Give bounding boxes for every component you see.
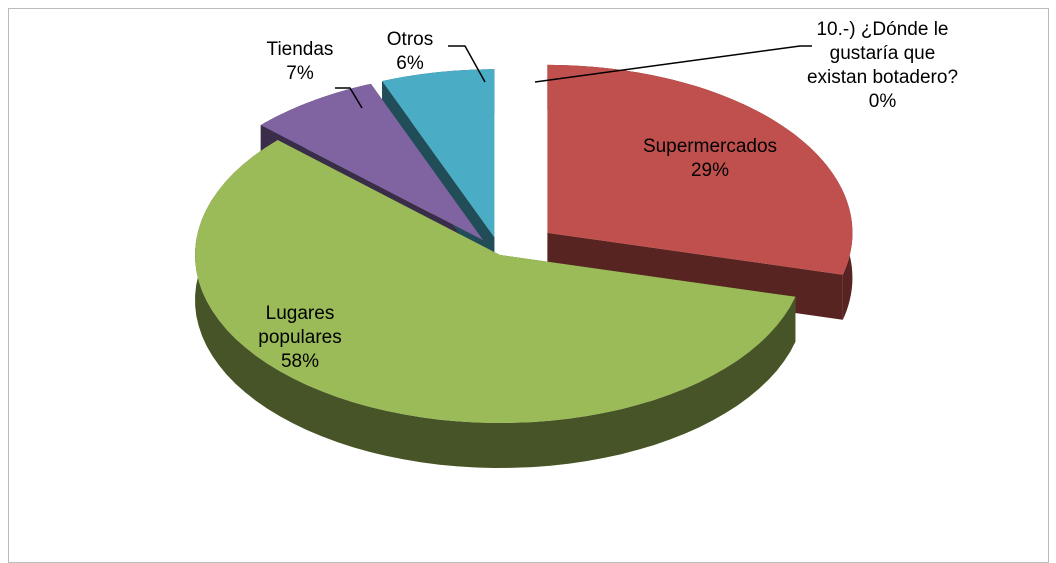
leader-line (534, 45, 812, 83)
slice (195, 140, 796, 423)
slice (547, 64, 853, 275)
value-label: 6% (396, 53, 424, 74)
value-label: 7% (286, 63, 314, 84)
slice (382, 69, 495, 238)
leader-line (448, 45, 486, 83)
category-name: Lugares populares (258, 303, 342, 348)
value-label: 0% (868, 91, 897, 112)
category-name: Otros (386, 29, 434, 50)
category-name: Tiendas (266, 39, 334, 60)
value-label: 29% (690, 160, 730, 181)
slice (260, 83, 484, 241)
data-label: Otros 6% (360, 28, 460, 76)
data-label: Lugares populares 58% (225, 302, 375, 374)
category-name: 10.-) ¿Dónde le gustaría que existan bot… (806, 19, 959, 88)
data-label: Tiendas 7% (250, 38, 350, 86)
pie (195, 64, 853, 468)
data-label: Supermercados 29% (605, 135, 815, 183)
leader-line (335, 87, 363, 109)
pie-tops (195, 64, 853, 423)
category-name: Supermercados (642, 136, 778, 157)
value-label: 58% (280, 351, 320, 372)
data-label: 10.-) ¿Dónde le gustaría que existan bot… (800, 18, 965, 114)
